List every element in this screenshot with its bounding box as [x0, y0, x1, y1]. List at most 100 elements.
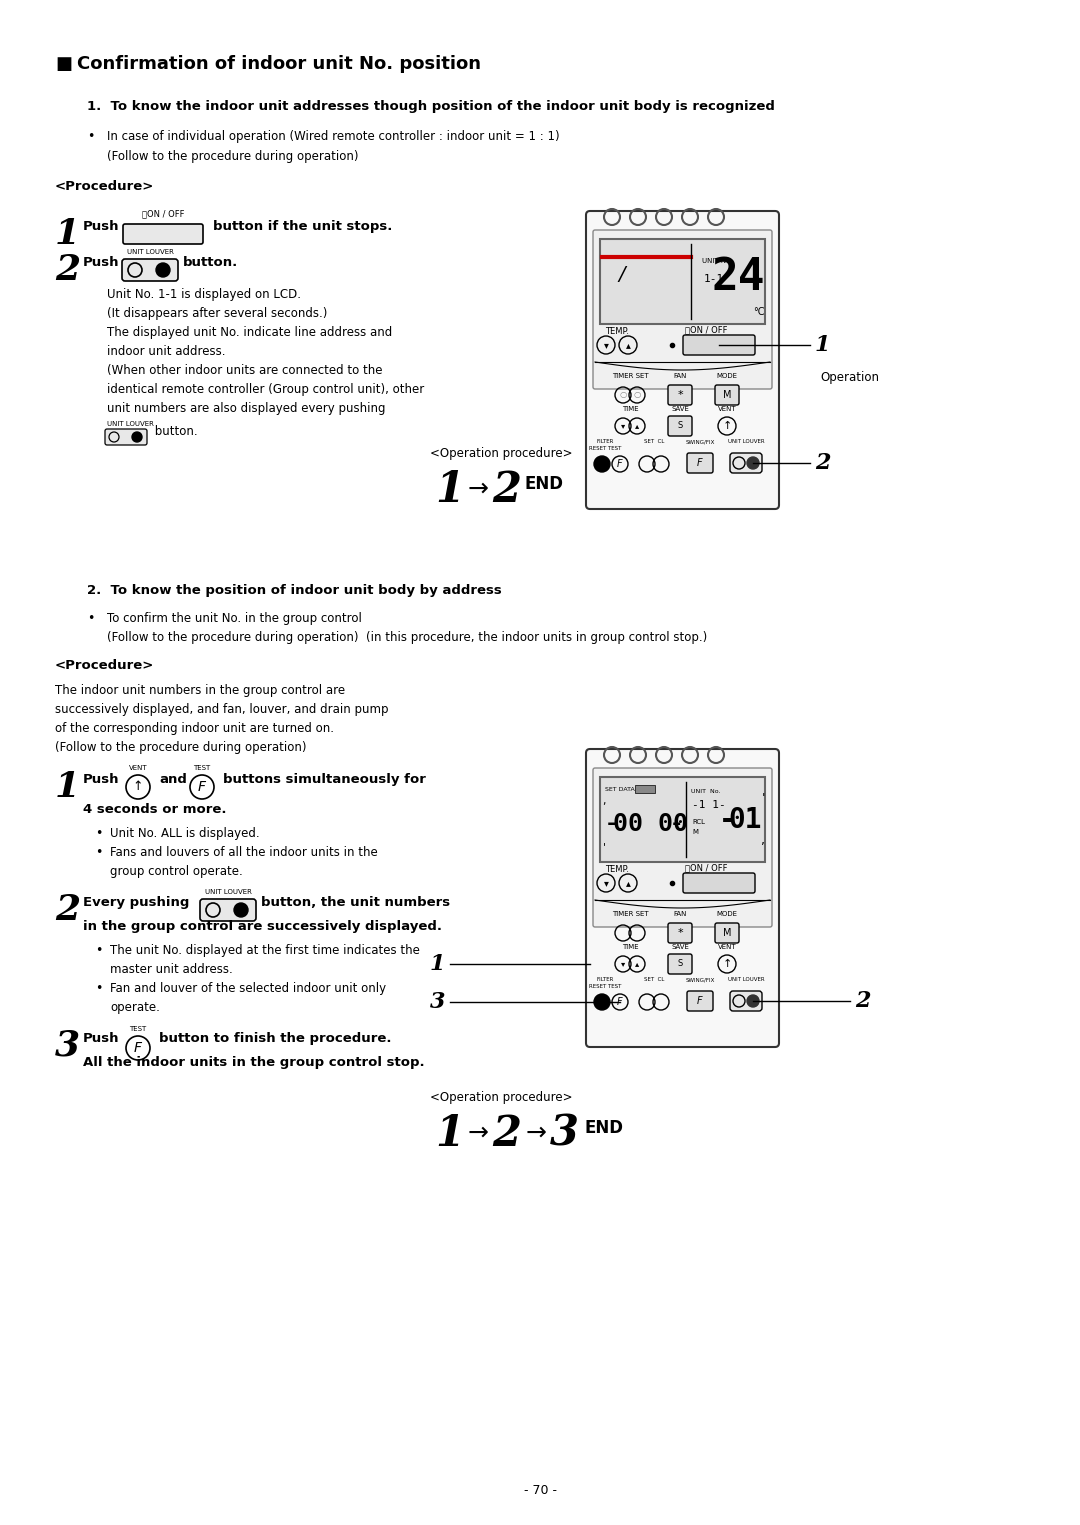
Circle shape — [132, 432, 141, 442]
Text: ▾: ▾ — [604, 340, 608, 351]
FancyBboxPatch shape — [593, 769, 772, 927]
Text: buttons simultaneously for: buttons simultaneously for — [222, 773, 426, 785]
Text: Fans and louvers of all the indoor units in the: Fans and louvers of all the indoor units… — [110, 846, 378, 859]
Text: 3: 3 — [430, 991, 446, 1013]
Text: and: and — [159, 773, 187, 785]
Text: operate.: operate. — [110, 1000, 160, 1014]
Text: RESET TEST: RESET TEST — [589, 445, 621, 451]
Text: (Follow to the procedure during operation)  (in this procedure, the indoor units: (Follow to the procedure during operatio… — [107, 631, 707, 644]
Circle shape — [747, 994, 759, 1007]
Text: RESET TEST: RESET TEST — [589, 984, 621, 990]
Text: -: - — [718, 805, 735, 834]
Text: 00 00: 00 00 — [613, 811, 688, 836]
Text: →: → — [526, 1121, 546, 1145]
FancyBboxPatch shape — [715, 923, 739, 942]
Text: button if the unit stops.: button if the unit stops. — [213, 220, 392, 233]
Text: RCL: RCL — [692, 819, 705, 825]
FancyBboxPatch shape — [593, 230, 772, 389]
Text: 2: 2 — [55, 253, 80, 287]
Text: •: • — [95, 846, 103, 859]
Text: S: S — [677, 959, 683, 968]
Circle shape — [747, 458, 759, 470]
Text: Push: Push — [83, 256, 120, 268]
Text: SET  CL: SET CL — [644, 978, 664, 982]
FancyBboxPatch shape — [687, 453, 713, 473]
Text: UNIT  No.: UNIT No. — [691, 788, 720, 795]
Text: 01: 01 — [728, 805, 762, 834]
Text: master unit address.: master unit address. — [110, 962, 233, 976]
Text: MODE: MODE — [716, 374, 738, 380]
Text: F: F — [134, 1042, 141, 1055]
Text: VENT: VENT — [718, 944, 737, 950]
Text: M: M — [692, 830, 699, 836]
Text: Unit No. 1-1 is displayed on LCD.: Unit No. 1-1 is displayed on LCD. — [107, 288, 301, 300]
Text: UNIT LOUVER: UNIT LOUVER — [728, 439, 765, 444]
Text: Push: Push — [83, 220, 120, 233]
Text: TIME: TIME — [622, 944, 638, 950]
Text: <Operation procedure>: <Operation procedure> — [430, 447, 572, 461]
Circle shape — [594, 456, 610, 473]
Text: (Follow to the procedure during operation): (Follow to the procedure during operatio… — [107, 149, 359, 163]
Text: group control operate.: group control operate. — [110, 865, 243, 878]
Text: SET DATA: SET DATA — [605, 787, 635, 791]
Circle shape — [234, 903, 248, 917]
Text: <Procedure>: <Procedure> — [55, 180, 154, 194]
Text: ▾: ▾ — [604, 878, 608, 888]
Text: TEMP.: TEMP. — [605, 866, 629, 874]
Text: <Operation procedure>: <Operation procedure> — [430, 1090, 572, 1104]
Text: (It disappears after several seconds.): (It disappears after several seconds.) — [107, 307, 327, 320]
Text: •: • — [87, 612, 94, 625]
Text: SAVE: SAVE — [671, 944, 689, 950]
Text: (When other indoor units are connected to the: (When other indoor units are connected t… — [107, 364, 382, 377]
Text: ■: ■ — [55, 55, 72, 73]
Text: - 70 -: - 70 - — [524, 1484, 556, 1496]
FancyBboxPatch shape — [730, 991, 762, 1011]
Text: The indoor unit numbers in the group control are: The indoor unit numbers in the group con… — [55, 685, 346, 697]
Text: Push: Push — [83, 1032, 120, 1045]
Text: S: S — [677, 421, 683, 430]
Text: F: F — [698, 458, 703, 468]
FancyBboxPatch shape — [669, 955, 692, 974]
Text: FILTER: FILTER — [596, 978, 613, 982]
FancyBboxPatch shape — [586, 210, 779, 509]
Text: END: END — [525, 474, 564, 493]
FancyBboxPatch shape — [683, 336, 755, 355]
Text: of the corresponding indoor unit are turned on.: of the corresponding indoor unit are tur… — [55, 721, 334, 735]
Text: ▾: ▾ — [621, 959, 625, 968]
FancyBboxPatch shape — [200, 900, 256, 921]
Text: VENT: VENT — [718, 406, 737, 412]
Text: The displayed unit No. indicate line address and: The displayed unit No. indicate line add… — [107, 326, 392, 339]
Circle shape — [594, 994, 610, 1010]
Text: SAVE: SAVE — [671, 406, 689, 412]
FancyBboxPatch shape — [123, 224, 203, 244]
Text: UNIT LOUVER: UNIT LOUVER — [728, 978, 765, 982]
Text: successively displayed, and fan, louver, and drain pump: successively displayed, and fan, louver,… — [55, 703, 389, 717]
Text: All the indoor units in the group control stop.: All the indoor units in the group contro… — [83, 1055, 424, 1069]
Text: TEST: TEST — [130, 1026, 147, 1032]
Text: TIMER SET: TIMER SET — [611, 374, 648, 380]
Text: 3: 3 — [55, 1029, 80, 1063]
Text: FAN: FAN — [673, 374, 687, 380]
Text: SET  CL: SET CL — [644, 439, 664, 444]
Text: FILTER: FILTER — [596, 439, 613, 444]
Text: button, the unit numbers: button, the unit numbers — [261, 897, 450, 909]
Text: 2: 2 — [55, 894, 80, 927]
Text: F: F — [617, 997, 623, 1006]
Text: M: M — [723, 929, 731, 938]
Text: ▴: ▴ — [635, 421, 639, 430]
Text: ': ' — [761, 791, 765, 805]
Text: TEMP.: TEMP. — [605, 328, 629, 337]
Text: *: * — [677, 390, 683, 400]
Text: 1.  To know the indoor unit addresses though position of the indoor unit body is: 1. To know the indoor unit addresses tho… — [87, 101, 774, 113]
Text: button.: button. — [151, 425, 198, 438]
Text: F: F — [698, 996, 703, 1006]
FancyBboxPatch shape — [730, 453, 762, 473]
Text: -: - — [670, 814, 684, 834]
Text: 1: 1 — [435, 1113, 464, 1154]
FancyBboxPatch shape — [715, 384, 739, 406]
FancyBboxPatch shape — [683, 872, 755, 894]
Text: 1: 1 — [55, 217, 80, 252]
Text: END: END — [585, 1119, 624, 1138]
Circle shape — [156, 262, 170, 278]
Text: UNIT LOUVER: UNIT LOUVER — [126, 249, 174, 255]
